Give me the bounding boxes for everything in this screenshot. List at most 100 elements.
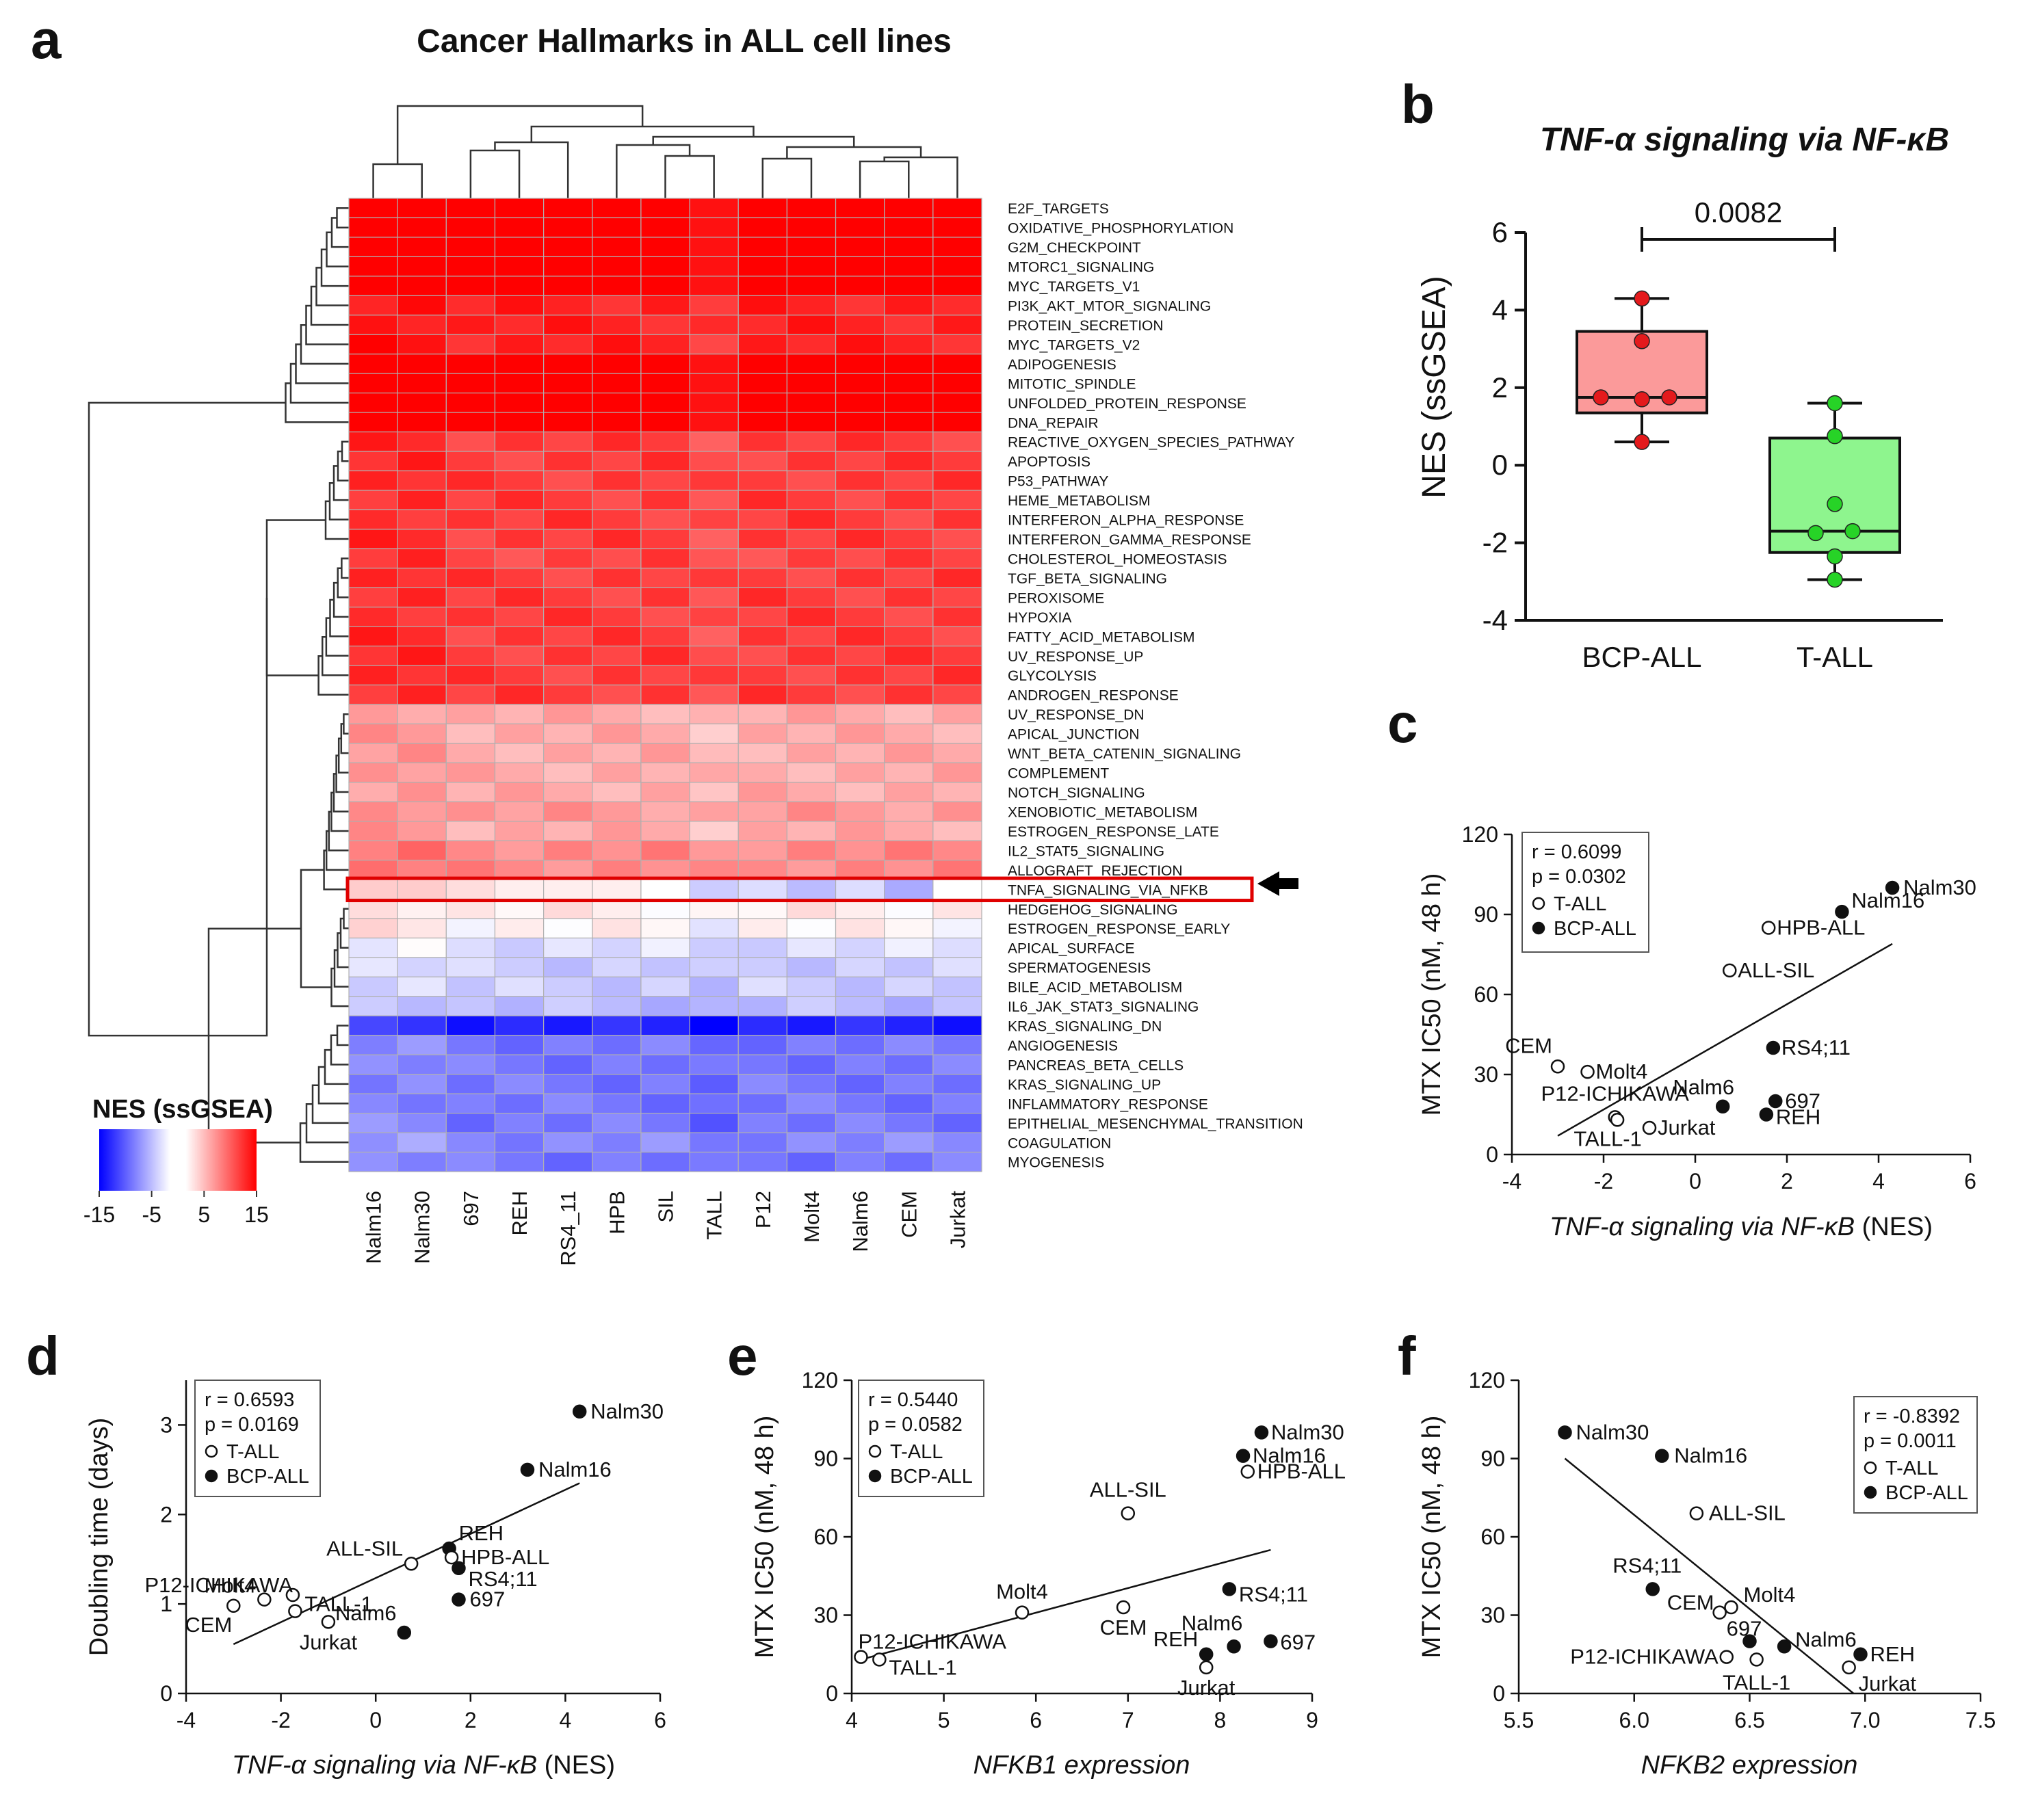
point-label: Jurkat — [1177, 1676, 1236, 1700]
heatmap-cell — [786, 937, 837, 958]
heatmap-cell — [884, 315, 934, 335]
heatmap-cell — [689, 782, 739, 802]
heatmap-cell — [932, 412, 982, 433]
heatmap-cell — [445, 198, 496, 219]
heatmap-cell — [397, 490, 447, 510]
heatmap-cell — [592, 256, 642, 277]
heatmap-cell — [397, 801, 447, 822]
heatmap-cell — [592, 1015, 642, 1036]
point-label: Nalm6 — [335, 1601, 397, 1625]
heatmap-cell — [348, 315, 398, 335]
heatmap-cell — [932, 529, 982, 549]
color-legend: NES (ssGSEA) -15 -5 5 15 — [83, 1095, 273, 1227]
heatmap-cell — [689, 879, 739, 900]
heatmap-cell — [737, 762, 787, 783]
heatmap-column-label: HPB — [605, 1191, 629, 1235]
heatmap-cell — [737, 957, 787, 977]
heatmap-column-label: 697 — [459, 1191, 483, 1226]
heatmap-cell — [786, 1015, 837, 1036]
heatmap-cell — [737, 684, 787, 705]
scatter-point — [257, 1592, 272, 1607]
heatmap-cell — [835, 860, 885, 880]
x-tick-label: -2 — [1594, 1169, 1613, 1193]
heatmap-cell — [494, 295, 545, 316]
heatmap-cell — [786, 821, 837, 841]
heatmap-cell — [445, 392, 496, 413]
heatmap-cell — [884, 354, 934, 374]
heatmap-cell — [543, 957, 593, 977]
heatmap-cell — [348, 490, 398, 510]
scatter-point — [1853, 1647, 1868, 1661]
x-axis-label-italic: TNF-α signaling via NF-κB — [232, 1751, 537, 1780]
heatmap-cell — [543, 1074, 593, 1094]
heatmap-cell — [445, 1151, 496, 1172]
scatter-point — [1015, 1605, 1030, 1620]
heatmap-cell — [397, 198, 447, 219]
heatmap-cell — [737, 607, 787, 627]
heatmap-cell — [445, 1035, 496, 1055]
heatmap-row-label: MYOGENESIS — [1008, 1155, 1104, 1171]
panel-e-scatter: 0 30 60 90 120 4 5 6 7 8 9 MTX IC50 (nM, 48 h) NFKB1… — [750, 1368, 1346, 1780]
heatmap-cell — [689, 217, 739, 238]
heatmap-cell — [445, 490, 496, 510]
heatmap-row-label: PANCREAS_BETA_CELLS — [1008, 1057, 1184, 1073]
heatmap-cell — [348, 879, 398, 900]
heatmap-cell — [884, 1015, 934, 1036]
point-label: 697 — [1280, 1631, 1316, 1654]
heatmap-cell — [640, 1132, 690, 1153]
heatmap-cell — [397, 470, 447, 491]
heatmap-cell — [884, 626, 934, 647]
scatter-point — [1723, 963, 1737, 978]
y-tick-label: 1 — [160, 1592, 172, 1616]
heatmap-cell — [932, 782, 982, 802]
heatmap-cell — [348, 801, 398, 822]
heatmap-cell — [348, 1151, 398, 1172]
heatmap-cell — [445, 937, 496, 958]
heatmap-cell — [689, 548, 739, 569]
heatmap-cell — [592, 937, 642, 958]
heatmap-cell — [689, 529, 739, 549]
heatmap-cell — [689, 743, 739, 763]
x-axis-label-unit: (NES) — [1855, 1213, 1933, 1241]
heatmap-cell — [884, 276, 934, 296]
heatmap-cell — [835, 470, 885, 491]
heatmap-cell — [348, 918, 398, 939]
heatmap-cell — [640, 801, 690, 822]
box-point — [1844, 523, 1861, 540]
heatmap-cell — [884, 412, 934, 433]
heatmap-cell — [932, 431, 982, 452]
heatmap-cell — [689, 665, 739, 686]
heatmap-cell — [737, 1054, 787, 1075]
heatmap-cell — [494, 665, 545, 686]
heatmap-cell — [932, 898, 982, 919]
scatter-point — [285, 1587, 300, 1603]
heatmap-cell — [737, 431, 787, 452]
heatmap-cell — [640, 762, 690, 783]
heatmap-cell — [397, 684, 447, 705]
panel-c-scatter: 0 30 60 90 120 -4 -2 0 2 4 6 MTX IC50 (nM, 48 h) TNF… — [1418, 822, 1976, 1241]
point-label: P12-ICHIKAWA — [144, 1573, 293, 1597]
heatmap-cell — [737, 295, 787, 316]
x-tick-label: 0 — [369, 1708, 382, 1732]
regression-line — [1564, 1458, 1855, 1694]
heatmap-cell — [737, 568, 787, 588]
y-axis-label: MTX IC50 (nM, 48 h) — [750, 1416, 779, 1659]
scatter-point — [1761, 921, 1776, 935]
heatmap-cell — [737, 509, 787, 530]
heatmap-cell — [445, 626, 496, 647]
heatmap-cell — [543, 237, 593, 257]
heatmap-cell — [737, 626, 787, 647]
heatmap-cell — [932, 723, 982, 744]
heatmap-column-label: Nalm16 — [362, 1191, 386, 1264]
heatmap-cell — [932, 451, 982, 472]
heatmap-cell — [445, 723, 496, 744]
heatmap-cell — [689, 860, 739, 880]
legend-marker-t-all — [205, 1445, 218, 1458]
heatmap-cell — [932, 704, 982, 725]
heatmap-cell — [592, 1035, 642, 1055]
point-label: Nalm16 — [1253, 1444, 1326, 1468]
heatmap-cell — [592, 879, 642, 900]
heatmap-cell — [932, 645, 982, 666]
heatmap-cell — [640, 723, 690, 744]
